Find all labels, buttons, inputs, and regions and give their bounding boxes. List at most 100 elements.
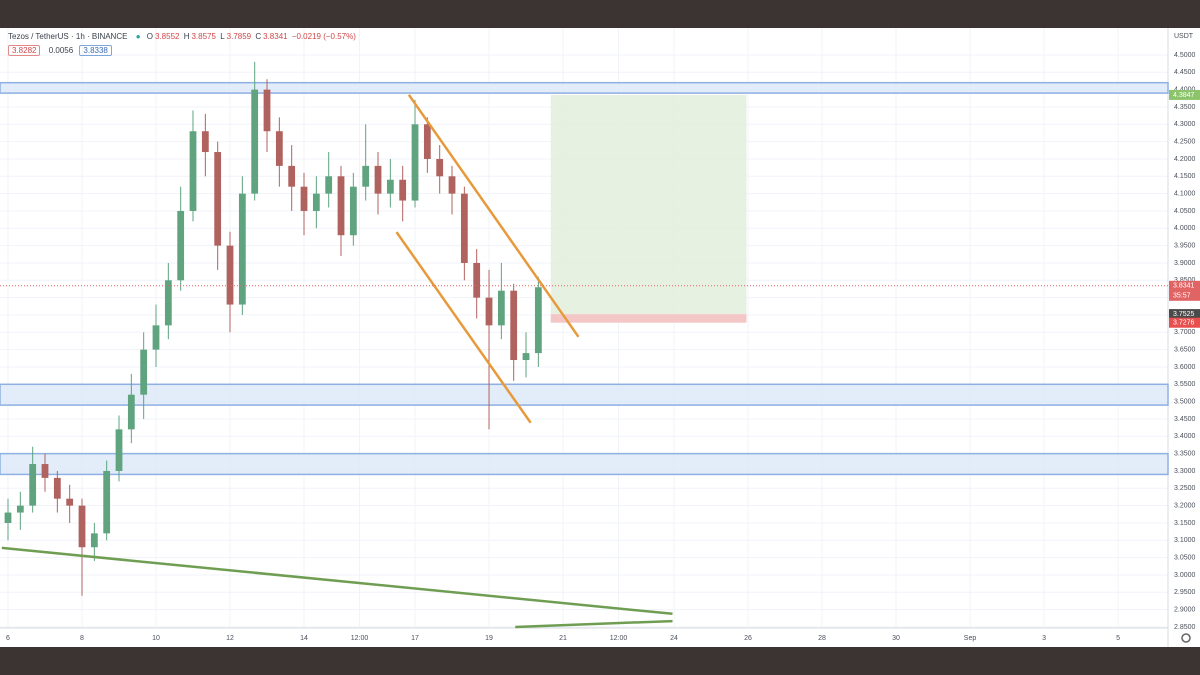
chart: 2.8500 2.9000 2.9500 3.0000 3.0500 3.1000 3.15… (0, 28, 1200, 647)
candle-body (201, 131, 209, 153)
candle-body (288, 165, 296, 187)
ohlc-value: 3.8552 (155, 32, 180, 41)
y-tick-label: 4.2500 (1174, 138, 1196, 145)
y-tick-label: 3.6500 (1174, 346, 1196, 353)
price-tag (1169, 309, 1200, 320)
y-tick-label: 3.2500 (1174, 485, 1196, 492)
y-tick-label: 4.0000 (1174, 225, 1196, 232)
candle-body (115, 429, 123, 471)
y-tick-label: 4.1500 (1174, 173, 1196, 180)
candle-body (510, 290, 518, 361)
candle-body (534, 287, 542, 354)
indicator-value: 3.8338 (79, 45, 112, 56)
candle-body (78, 505, 86, 548)
candle-body (16, 505, 24, 513)
candle-body (140, 349, 148, 395)
y-tick-label: 4.1000 (1174, 190, 1196, 197)
y-tick-label: 3.2000 (1174, 502, 1196, 509)
ohlc-key: L (220, 32, 225, 41)
candle-body (103, 470, 111, 534)
candle-body (300, 186, 308, 211)
candle-body (4, 512, 12, 523)
candle-body (41, 464, 49, 478)
x-tick-label: 24 (670, 635, 678, 642)
candle-body (448, 176, 456, 194)
indicator-value: 0.0056 (48, 46, 74, 55)
candle-body (164, 280, 172, 326)
x-tick-label: 10 (152, 635, 160, 642)
ohlc-value: 3.7859 (226, 32, 252, 41)
x-tick-label: 30 (892, 635, 900, 642)
indicator-row: 3.8282 0.0056 3.8338 (8, 45, 358, 56)
zone (0, 383, 1169, 406)
ohlc-key: C (255, 32, 262, 41)
candle-body (152, 325, 160, 350)
price-tag-label: 3.7525 (1173, 311, 1195, 318)
candle-body (66, 498, 74, 506)
candle-body (226, 245, 234, 305)
price-tag (1169, 280, 1200, 301)
change: −0.0219 (−0.57%) (291, 32, 356, 41)
ohlc-value: 3.8575 (191, 32, 216, 41)
x-tick-label: 6 (6, 635, 10, 642)
y-tick-label: 4.4500 (1174, 69, 1196, 76)
y-tick-label: 3.9500 (1174, 242, 1196, 249)
candle-body (90, 533, 98, 548)
price-tag-label: 3.8341 (1173, 283, 1195, 290)
x-tick-label: 3 (1042, 635, 1046, 642)
y-tick-label: 3.4000 (1174, 433, 1196, 440)
zone (0, 452, 1169, 476)
y-tick-label: 3.1000 (1174, 537, 1196, 544)
candle-body (386, 179, 394, 194)
price-tag-label: 4.3847 (1173, 92, 1195, 99)
y-tick-label: 3.0000 (1174, 572, 1196, 579)
y-tick-label: 2.8500 (1174, 624, 1196, 631)
x-tick-label: 17 (411, 635, 419, 642)
x-tick-label: 14 (300, 635, 308, 642)
ohlc-key: H (183, 32, 190, 41)
ohlc-value: 3.8341 (263, 32, 288, 41)
y-tick-label: 3.7000 (1174, 329, 1196, 336)
y-tick-label: 3.8500 (1174, 277, 1196, 284)
indicator-value: 3.8282 (8, 45, 41, 56)
candle-body (53, 477, 61, 499)
candle-body (29, 464, 37, 506)
candle-body (349, 186, 357, 236)
candle-body (238, 193, 246, 305)
candle-body (374, 165, 382, 194)
y-tick-label: 4.5000 (1174, 52, 1196, 59)
candle-body (263, 89, 271, 132)
candle-body (411, 124, 419, 201)
x-tick-label: Sep (964, 635, 977, 642)
candle-body (214, 152, 222, 246)
trend-line (515, 619, 673, 629)
candle-body (460, 193, 468, 263)
y-tick-label: 3.3000 (1174, 468, 1196, 475)
candle-body (362, 165, 370, 187)
x-tick-label: 8 (80, 635, 84, 642)
candle-body (485, 297, 493, 326)
y-tick-label: 3.6000 (1174, 364, 1196, 371)
y-tick-label: 4.2000 (1174, 156, 1196, 163)
candle-body (522, 353, 530, 361)
y-tick-label: 3.5500 (1174, 381, 1196, 388)
settings-icon (1181, 633, 1191, 643)
candle-body (251, 89, 259, 194)
y-tick-label: 4.3500 (1174, 104, 1196, 111)
ohlc-key: O (146, 32, 153, 41)
y-tick-label: 4.3000 (1174, 121, 1196, 128)
candle-body (399, 179, 407, 201)
candle-body (275, 131, 283, 166)
candle-body (436, 158, 444, 177)
trend-line (407, 94, 580, 338)
y-tick-label: 3.3500 (1174, 450, 1196, 457)
profit-zone (550, 94, 747, 315)
y-tick-label: 4.0500 (1174, 208, 1196, 215)
candle-body (325, 176, 333, 194)
loss-zone (550, 314, 747, 323)
x-tick-label: 26 (744, 635, 752, 642)
candle-body (337, 176, 345, 236)
y-tick-label: 3.5000 (1174, 398, 1196, 405)
candle-body (189, 131, 197, 211)
y-tick-label: 3.4500 (1174, 416, 1196, 423)
